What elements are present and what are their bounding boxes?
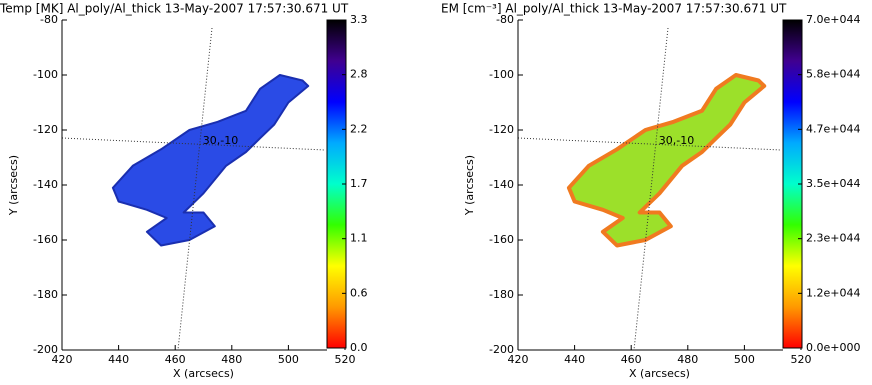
colorbar-tick-label: 1.7 xyxy=(350,177,368,190)
colorbar-tick-label: 5.8e+044 xyxy=(806,68,860,81)
chart-title: Temp [MK] Al_poly/Al_thick 13-May-2007 1… xyxy=(0,2,349,16)
x-tick-label: 440 xyxy=(108,353,129,366)
y-tick-label: -120 xyxy=(489,123,514,136)
colorbar-tick-label: 3.3 xyxy=(350,13,368,26)
colorbar-tick-label: 2.2 xyxy=(350,122,368,135)
coordinate-line xyxy=(517,137,782,151)
y-axis-label: Y (arcsecs) xyxy=(463,155,476,216)
colorbar-tick-label: 7.0e+044 xyxy=(806,13,860,26)
y-tick-label: -140 xyxy=(33,178,58,191)
colorbar-tick-label: 1.2e+044 xyxy=(806,286,860,299)
y-tick-label: -120 xyxy=(33,123,58,136)
x-tick-label: 520 xyxy=(335,353,356,366)
y-tick-label: -160 xyxy=(489,233,514,246)
x-tick-label: 480 xyxy=(677,353,698,366)
map-region xyxy=(566,73,767,248)
y-tick-label: -100 xyxy=(489,68,514,81)
y-tick-label: -160 xyxy=(33,233,58,246)
annotation: 30,-10 xyxy=(659,134,694,147)
coordinate-line xyxy=(61,137,326,151)
colorbar-tick-label: 2.3e+044 xyxy=(806,232,860,245)
y-tick-label: -180 xyxy=(489,288,514,301)
y-tick-label: -180 xyxy=(33,288,58,301)
x-tick-label: 420 xyxy=(508,353,529,366)
colorbar-tick-label: 3.5e+044 xyxy=(806,177,860,190)
x-tick-label: 500 xyxy=(278,353,299,366)
y-tick-label: -200 xyxy=(33,343,58,356)
map-region xyxy=(111,74,310,247)
x-axis-label: X (arcsecs) xyxy=(629,367,690,380)
x-tick-label: 440 xyxy=(564,353,585,366)
y-tick-label: -80 xyxy=(40,13,58,26)
y-tick-label: -140 xyxy=(489,178,514,191)
colorbar-tick-label: 4.7e+044 xyxy=(806,122,860,135)
x-tick-label: 460 xyxy=(621,353,642,366)
x-tick-label: 460 xyxy=(165,353,186,366)
y-tick-label: -200 xyxy=(489,343,514,356)
y-tick-label: -80 xyxy=(496,13,514,26)
x-tick-label: 480 xyxy=(221,353,242,366)
x-tick-label: 520 xyxy=(791,353,812,366)
y-axis-label: Y (arcsecs) xyxy=(7,155,20,216)
colorbar-tick-label: 2.8 xyxy=(350,68,368,81)
annotation: 30,-10 xyxy=(203,134,238,147)
colorbar-tick-label: 1.1 xyxy=(350,232,368,245)
colorbar-tick-label: 0.0 xyxy=(350,341,368,354)
colorbar-tick-label: 0.6 xyxy=(350,286,368,299)
colorbar-tick-label: 0.0e+000 xyxy=(806,341,860,354)
x-tick-label: 420 xyxy=(52,353,73,366)
x-axis-label: X (arcsecs) xyxy=(173,367,234,380)
y-tick-label: -100 xyxy=(33,68,58,81)
chart-title: EM [cm⁻³] Al_poly/Al_thick 13-May-2007 1… xyxy=(441,2,787,16)
x-tick-label: 500 xyxy=(734,353,755,366)
